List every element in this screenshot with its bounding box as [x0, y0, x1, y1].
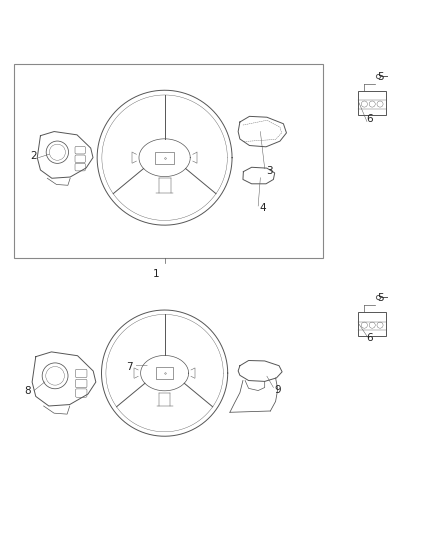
Text: 1: 1 [152, 269, 159, 279]
Bar [155, 151, 174, 164]
Text: 6: 6 [366, 333, 372, 343]
Text: 5: 5 [377, 293, 383, 303]
Text: 6: 6 [366, 115, 372, 124]
Bar [156, 367, 173, 379]
Text: 9: 9 [275, 385, 281, 394]
Bar [14, 64, 323, 258]
Text: 7: 7 [127, 362, 133, 373]
Text: 3: 3 [266, 166, 272, 176]
Text: 5: 5 [377, 72, 383, 82]
Text: 4: 4 [259, 203, 266, 213]
Text: 8: 8 [24, 385, 31, 395]
Text: 2: 2 [31, 150, 37, 160]
